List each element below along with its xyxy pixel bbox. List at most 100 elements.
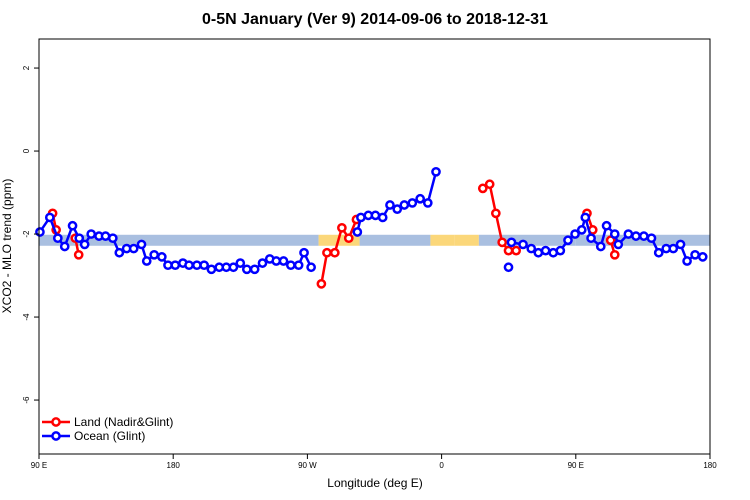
land-point bbox=[497, 237, 508, 248]
ocean-point bbox=[149, 249, 160, 260]
ocean-point bbox=[518, 239, 528, 250]
ocean-point bbox=[114, 247, 125, 258]
y-tick-label: 0 bbox=[22, 148, 31, 153]
ocean-point bbox=[526, 243, 537, 254]
ocean-point bbox=[682, 256, 692, 266]
x-tick-label: 90 W bbox=[298, 461, 317, 470]
ocean-point bbox=[228, 262, 239, 273]
band-segment bbox=[454, 234, 479, 246]
ocean-point bbox=[235, 258, 246, 268]
ocean-point bbox=[199, 260, 209, 271]
land-point bbox=[605, 235, 616, 246]
land-point bbox=[477, 183, 488, 194]
ocean-point bbox=[668, 243, 679, 254]
land-point bbox=[490, 208, 501, 219]
ocean-point bbox=[609, 229, 620, 239]
ocean-point bbox=[570, 229, 580, 239]
legend-land-marker bbox=[51, 417, 61, 427]
ocean-point bbox=[356, 212, 366, 223]
ocean-point bbox=[415, 193, 426, 204]
ocean-point bbox=[377, 212, 388, 223]
ocean-point bbox=[613, 239, 624, 250]
ocean-point bbox=[563, 235, 573, 246]
ocean-point bbox=[653, 247, 664, 258]
ocean-point bbox=[52, 233, 63, 244]
ocean-point bbox=[170, 260, 181, 271]
ocean-point bbox=[595, 241, 606, 252]
ocean-point bbox=[422, 198, 433, 208]
ocean-point bbox=[128, 243, 139, 254]
legend-land-label: Land (Nadir&Glint) bbox=[74, 415, 173, 429]
legend: Land (Nadir&Glint)Ocean (Glint) bbox=[42, 415, 173, 443]
land-point bbox=[329, 247, 340, 258]
ocean-point bbox=[156, 252, 167, 262]
band-segment bbox=[430, 234, 455, 246]
ocean-point bbox=[184, 260, 194, 271]
ocean-point bbox=[306, 262, 316, 273]
ocean-point bbox=[586, 233, 596, 244]
land-point bbox=[511, 245, 522, 256]
ocean-point bbox=[697, 252, 708, 262]
ocean-point bbox=[44, 212, 55, 223]
y-tick-label: -2 bbox=[22, 230, 31, 238]
ocean-point bbox=[601, 220, 612, 231]
ocean-point bbox=[392, 204, 403, 214]
ocean-point bbox=[241, 264, 252, 275]
ocean-point bbox=[249, 264, 260, 275]
y-tick-label: 2 bbox=[22, 65, 31, 70]
ocean-point bbox=[646, 233, 657, 244]
y-axis-label: XCO2 - MLO trend (ppm) bbox=[0, 179, 14, 314]
land-point bbox=[73, 249, 84, 260]
ocean-point bbox=[79, 239, 90, 250]
ocean-point bbox=[503, 262, 514, 273]
land-point bbox=[609, 249, 620, 260]
ocean-point bbox=[576, 225, 587, 235]
ocean-point bbox=[299, 247, 309, 258]
ocean-point bbox=[623, 229, 634, 239]
band-segment bbox=[478, 234, 576, 246]
ocean-point bbox=[136, 239, 147, 250]
ocean-point bbox=[59, 241, 70, 252]
ocean-point bbox=[352, 227, 363, 237]
ocean-point bbox=[67, 220, 78, 231]
ocean-point bbox=[675, 239, 686, 250]
ocean-point bbox=[506, 237, 517, 248]
ocean-point bbox=[540, 245, 551, 256]
ocean-point bbox=[278, 256, 289, 266]
x-tick-label: 90 E bbox=[31, 461, 47, 470]
ocean-point bbox=[399, 200, 410, 210]
ocean-point bbox=[431, 166, 441, 177]
ocean-point bbox=[74, 233, 85, 244]
land-point bbox=[322, 247, 332, 258]
ocean-point bbox=[580, 212, 591, 223]
x-tick-label: 180 bbox=[167, 461, 181, 470]
ocean-point bbox=[293, 260, 304, 271]
y-axis: 2 0 -2 -4 -6 bbox=[22, 65, 39, 404]
x-tick-label: 180 bbox=[703, 461, 717, 470]
land-point bbox=[343, 233, 354, 244]
ocean-point bbox=[385, 200, 395, 210]
x-tick-label: 90 E bbox=[568, 461, 584, 470]
ocean-point bbox=[631, 231, 641, 241]
plot-frame bbox=[38, 38, 711, 455]
ocean-point bbox=[257, 258, 268, 268]
y-tick-label: -6 bbox=[22, 396, 31, 404]
ocean-point bbox=[407, 198, 418, 208]
land-point bbox=[503, 245, 514, 256]
ocean-point bbox=[141, 256, 152, 266]
land-point bbox=[337, 222, 347, 233]
land-point bbox=[484, 179, 495, 190]
ocean-point bbox=[107, 233, 118, 244]
ocean-point bbox=[555, 245, 566, 256]
x-tick-label: 0 bbox=[439, 461, 444, 470]
y-tick-label: -4 bbox=[22, 313, 31, 321]
band-segment bbox=[39, 234, 319, 246]
ocean-point bbox=[285, 260, 296, 271]
x-axis: 90 E 180 90 W 0 90 E 180 bbox=[31, 454, 717, 470]
band-segment bbox=[575, 234, 597, 246]
land-point bbox=[316, 279, 327, 289]
ocean-point bbox=[86, 229, 97, 239]
chart-title: 0-5N January (Ver 9) 2014-09-06 to 2018-… bbox=[202, 11, 548, 28]
plot-area bbox=[35, 166, 710, 289]
